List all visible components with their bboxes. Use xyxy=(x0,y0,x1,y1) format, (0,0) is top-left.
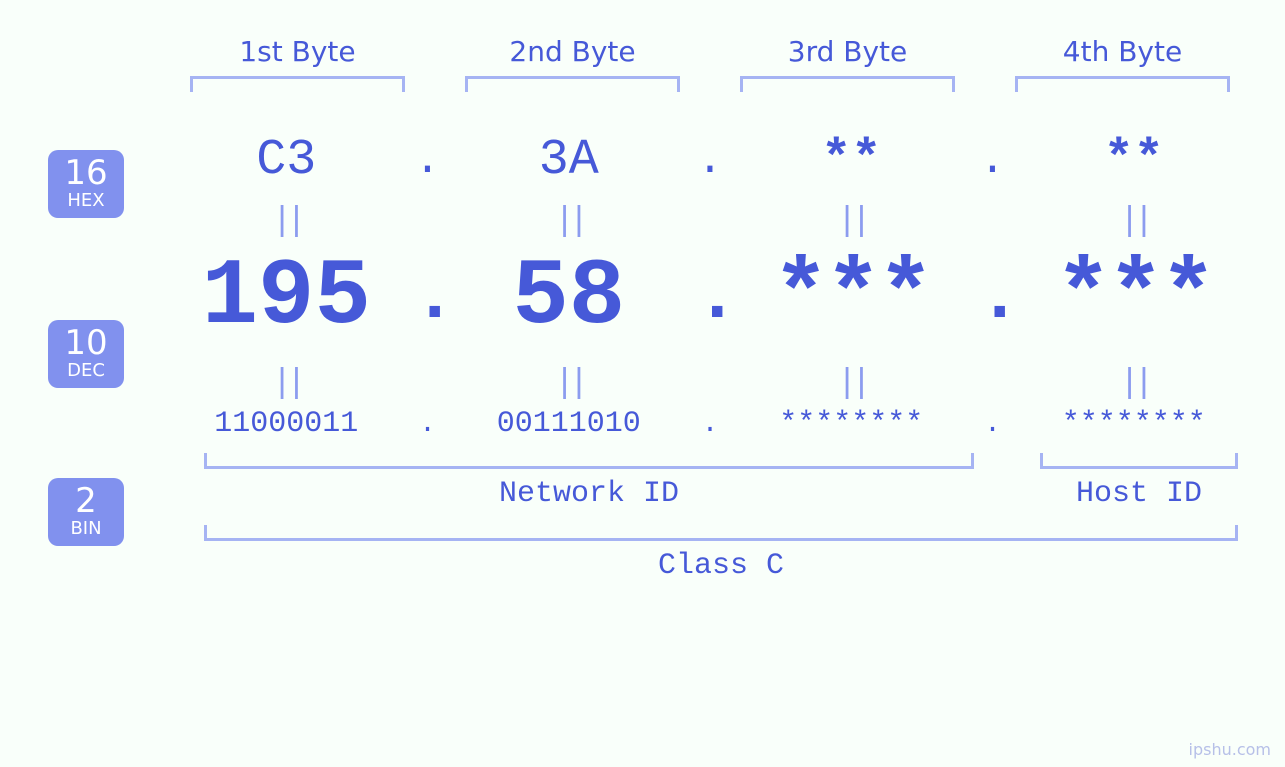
equals-icon: || xyxy=(725,203,978,241)
bin-byte-1: 11000011 xyxy=(160,407,413,441)
dot-sep: . xyxy=(695,136,725,186)
bin-row: 11000011 . 00111010 . ******** . *******… xyxy=(160,407,1260,441)
top-bracket-1 xyxy=(190,76,405,92)
dec-row: 195 . 58 . *** . *** xyxy=(160,245,1260,351)
network-id-label: Network ID xyxy=(204,477,974,511)
dot-sep: . xyxy=(695,409,725,440)
top-bracket-4 xyxy=(1015,76,1230,92)
class-bracket xyxy=(204,525,1238,541)
equals-icon: || xyxy=(160,203,413,241)
badge-dec-num: 10 xyxy=(48,326,124,360)
dot-sep: . xyxy=(978,256,1008,340)
dec-byte-2: 58 xyxy=(443,245,696,351)
dec-byte-1: 195 xyxy=(160,245,413,351)
badge-bin-num: 2 xyxy=(48,484,124,518)
equals-icon: || xyxy=(443,365,696,403)
class-label: Class C xyxy=(204,549,1238,583)
byte-header-4: 4th Byte xyxy=(985,35,1260,68)
equals-icon: || xyxy=(1008,365,1261,403)
equals-row-1: || || || || xyxy=(160,203,1260,241)
equals-icon: || xyxy=(1008,203,1261,241)
dot-sep: . xyxy=(413,256,443,340)
badge-hex-label: HEX xyxy=(48,192,124,210)
watermark: ipshu.com xyxy=(1189,740,1271,759)
dot-sep: . xyxy=(413,136,443,186)
host-id-label: Host ID xyxy=(1040,477,1238,511)
badge-bin-label: BIN xyxy=(48,520,124,538)
hex-row: C3 . 3A . ** . ** xyxy=(160,132,1260,189)
hex-byte-3: ** xyxy=(725,132,978,189)
badge-bin: 2 BIN xyxy=(48,478,124,546)
equals-icon: || xyxy=(160,365,413,403)
byte-header-2: 2nd Byte xyxy=(435,35,710,68)
hex-byte-2: 3A xyxy=(443,132,696,189)
byte-headers: 1st Byte 2nd Byte 3rd Byte 4th Byte xyxy=(160,0,1260,92)
top-bracket-2 xyxy=(465,76,680,92)
dot-sep: . xyxy=(978,409,1008,440)
badge-hex-num: 16 xyxy=(48,156,124,190)
bottom-brackets: Network ID Host ID Class C xyxy=(160,453,1260,603)
host-id-bracket xyxy=(1040,453,1238,469)
bin-byte-4: ******** xyxy=(1008,407,1261,441)
badge-hex: 16 HEX xyxy=(48,150,124,218)
equals-icon: || xyxy=(443,203,696,241)
equals-icon: || xyxy=(725,365,978,403)
hex-byte-1: C3 xyxy=(160,132,413,189)
dec-byte-4: *** xyxy=(1008,245,1261,351)
dot-sep: . xyxy=(695,256,725,340)
dot-sep: . xyxy=(978,136,1008,186)
hex-byte-4: ** xyxy=(1008,132,1261,189)
badge-dec: 10 DEC xyxy=(48,320,124,388)
bin-byte-3: ******** xyxy=(725,407,978,441)
bin-byte-2: 00111010 xyxy=(443,407,696,441)
top-bracket-3 xyxy=(740,76,955,92)
equals-row-2: || || || || xyxy=(160,365,1260,403)
badge-dec-label: DEC xyxy=(48,362,124,380)
network-id-bracket xyxy=(204,453,974,469)
byte-header-3: 3rd Byte xyxy=(710,35,985,68)
dot-sep: . xyxy=(413,409,443,440)
dec-byte-3: *** xyxy=(725,245,978,351)
byte-header-1: 1st Byte xyxy=(160,35,435,68)
